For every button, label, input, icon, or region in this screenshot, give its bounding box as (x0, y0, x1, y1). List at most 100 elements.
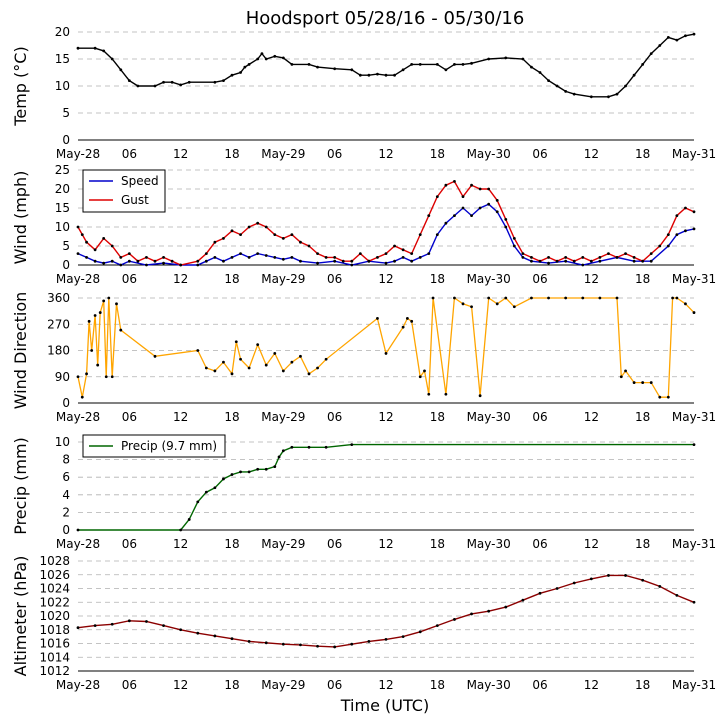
chart-title: Hoodsport 05/28/16 - 05/30/16 (246, 8, 525, 29)
x-tick-label: 18 (635, 147, 650, 161)
x-tick-label: May-29 (261, 678, 305, 692)
x-axis-label: Time (UTC) (340, 696, 429, 715)
series-line-precip-9-7-mm- (78, 443, 694, 531)
data-point (666, 233, 670, 237)
data-point (179, 83, 183, 87)
data-point (572, 259, 576, 263)
data-point (504, 605, 508, 609)
data-point (204, 259, 208, 263)
data-point (93, 248, 97, 252)
data-point (76, 375, 80, 379)
data-point (530, 256, 533, 259)
y-tick-label: 10 (55, 435, 70, 449)
data-point (110, 375, 114, 379)
legend-label: Gust (121, 193, 149, 207)
data-point (675, 38, 679, 42)
x-tick-label: 12 (584, 678, 599, 692)
data-point (243, 65, 247, 69)
data-point (431, 296, 435, 300)
data-point (179, 263, 183, 267)
direction-trace (77, 296, 695, 398)
data-point (358, 252, 362, 256)
data-point (478, 394, 482, 398)
data-point (435, 624, 439, 628)
x-tick-label: 18 (430, 678, 445, 692)
data-point (299, 354, 302, 358)
data-point (247, 256, 251, 259)
y-tick-label: 0 (62, 396, 70, 410)
data-point (641, 578, 645, 582)
y-tick-label: 1014 (39, 650, 70, 664)
data-point (530, 65, 533, 69)
data-point (453, 296, 456, 300)
data-point (136, 84, 140, 88)
data-point (444, 221, 448, 225)
data-point (641, 381, 645, 384)
data-point (93, 314, 97, 317)
data-point (692, 32, 696, 36)
x-tick-label: 06 (532, 537, 547, 551)
x-tick-label: 12 (378, 147, 393, 161)
data-point (230, 256, 234, 259)
data-point (153, 259, 157, 263)
x-tick-label: 18 (635, 410, 650, 424)
data-point (470, 183, 473, 187)
data-point (495, 199, 499, 202)
y-tick-label: 1024 (39, 582, 70, 596)
data-point (521, 57, 525, 61)
data-point (102, 261, 106, 265)
x-tick-label: 06 (122, 410, 137, 424)
x-tick-label: May-31 (672, 272, 716, 286)
data-point (119, 68, 123, 72)
data-point (393, 244, 396, 248)
data-point (307, 372, 311, 376)
data-point (615, 256, 619, 259)
data-point (632, 256, 636, 259)
x-tick-label: 06 (327, 537, 342, 551)
y-tick-label: 5 (62, 239, 70, 253)
y-axis-label: Wind (mph) (11, 171, 30, 265)
data-point (256, 343, 260, 347)
y-tick-label: 1026 (39, 568, 70, 582)
data-point (470, 61, 473, 65)
data-point (564, 90, 568, 93)
panel-precip: 0 2 4 6 8 10 May-28 06 12 18 May-29 06 12 18 May-30 06 1… (11, 434, 716, 551)
data-point (641, 259, 645, 263)
data-point (461, 206, 465, 210)
data-point (512, 244, 516, 248)
data-point (555, 587, 559, 590)
data-point (418, 233, 422, 237)
data-point (666, 36, 670, 39)
x-tick-label: 12 (584, 147, 599, 161)
data-point (264, 225, 268, 229)
y-axis-label: Wind Direction (11, 292, 30, 410)
data-point (384, 252, 388, 256)
data-point (213, 256, 217, 259)
data-point (273, 256, 277, 259)
data-point (658, 395, 662, 399)
data-point (410, 259, 414, 263)
y-tick-label: 1020 (39, 609, 70, 623)
x-tick-label: 12 (584, 410, 599, 424)
x-tick-label: May-31 (672, 537, 716, 551)
data-point (607, 95, 610, 99)
data-point (239, 71, 242, 74)
data-point (478, 206, 482, 210)
x-tick-label: May-28 (56, 537, 100, 551)
x-tick-label: 12 (584, 272, 599, 286)
data-point (222, 79, 225, 82)
x-tick-label: 06 (122, 272, 137, 286)
data-point (547, 261, 550, 265)
y-tick-label: 20 (55, 182, 70, 196)
y-tick-label: 6 (62, 470, 70, 484)
data-point (384, 637, 388, 641)
data-point (624, 252, 627, 256)
legend: Speed Gust (82, 169, 166, 213)
data-point (93, 624, 97, 628)
data-point (324, 357, 328, 361)
x-tick-label: May-30 (467, 537, 511, 551)
panel-temperature: 0 5 10 15 20 May-28 06 12 18 May-29 06 12 18 May-30 06… (11, 25, 716, 161)
y-tick-label: 0 (62, 523, 70, 537)
data-point (427, 214, 431, 218)
